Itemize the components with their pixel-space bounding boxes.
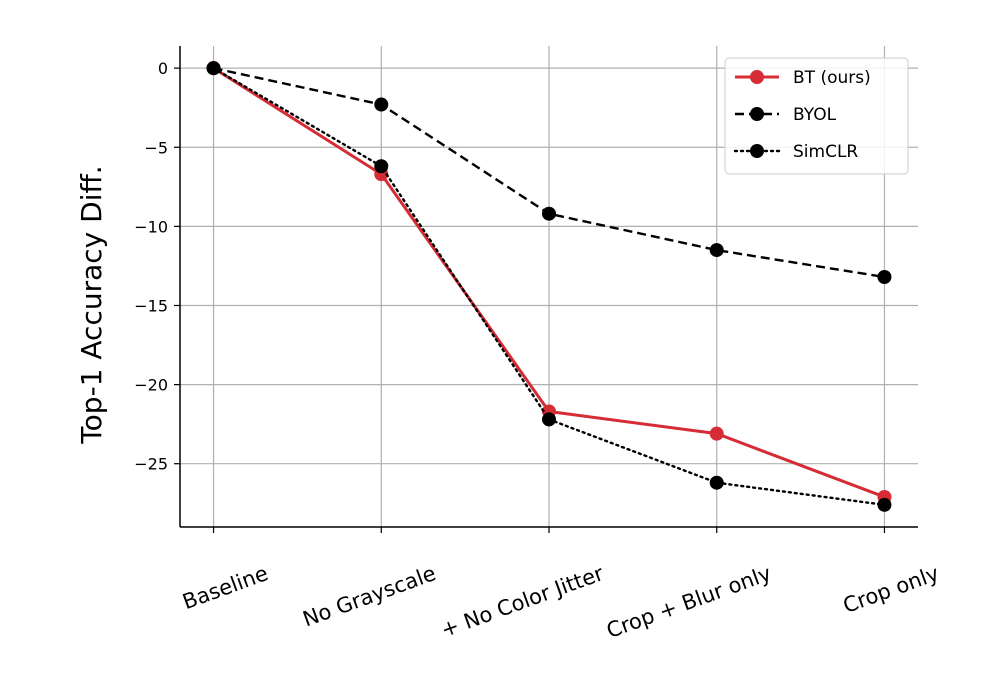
y-tick-label: −5 [144, 138, 168, 157]
data-point [877, 270, 892, 285]
series-simclr [206, 61, 892, 512]
data-point [374, 159, 389, 174]
y-tick-label: −20 [134, 376, 168, 395]
data-point [709, 426, 724, 441]
y-axis-label: Top-1 Accuracy Diff. [75, 165, 108, 444]
y-tick-label: 0 [158, 59, 168, 78]
legend-marker [750, 70, 764, 84]
legend: BT (ours) BYOL SimCLR [724, 57, 909, 175]
data-point [709, 475, 724, 490]
x-tick-label: Crop + Blur only [603, 561, 774, 643]
data-point [542, 412, 556, 427]
data-point [542, 206, 556, 221]
legend-label: SimCLR [793, 142, 858, 162]
data-point [877, 497, 892, 512]
x-tick-label: + No Color Jitter [438, 561, 607, 642]
x-tick-label: Crop only [840, 561, 942, 618]
legend-label: BYOL [793, 105, 837, 125]
y-tick-label: −10 [134, 217, 168, 236]
legend-frame [724, 57, 909, 175]
axes [174, 46, 918, 533]
legend-marker [750, 144, 764, 158]
y-tick-label: −15 [134, 296, 168, 315]
y-tick-label: −25 [134, 455, 168, 474]
series-layer [206, 61, 892, 512]
data-point [206, 61, 221, 76]
data-point [709, 243, 724, 258]
legend-entry: SimCLR [733, 142, 858, 162]
data-point [374, 97, 389, 112]
legend-entry: BT (ours) [735, 68, 871, 88]
legend-label: BT (ours) [793, 68, 871, 88]
legend-entry: BYOL [735, 105, 837, 125]
legend-marker [750, 107, 764, 121]
x-tick-label: No Grayscale [300, 561, 439, 631]
x-tick-label: Baseline [179, 561, 271, 614]
